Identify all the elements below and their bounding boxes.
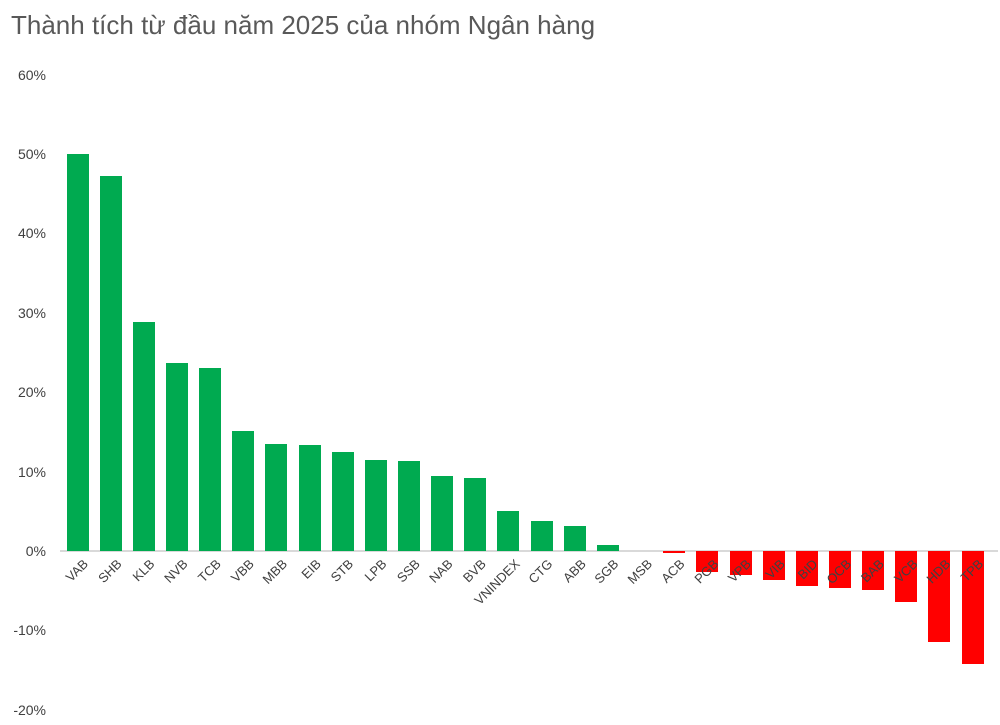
bar-vab <box>66 154 89 551</box>
x-tick-label-nvb: NVB <box>161 556 191 586</box>
bar-ocb <box>828 551 851 588</box>
chart-title: Thành tích từ đầu năm 2025 của nhóm Ngân… <box>11 10 596 40</box>
bar-stb <box>331 451 354 551</box>
bar-nab <box>431 476 454 551</box>
bar-vpb <box>729 551 752 575</box>
bar-vbb <box>232 431 255 551</box>
x-axis-line <box>60 550 998 552</box>
y-tick-label-0: 0% <box>25 543 46 559</box>
x-tick-label-vab: VAB <box>63 556 92 585</box>
bar-nvb <box>165 362 188 551</box>
bar-vnindex <box>497 510 520 551</box>
bar-hdb <box>928 551 951 642</box>
x-tick-label-nab: NAB <box>426 556 457 586</box>
bar-shb <box>99 176 122 551</box>
x-tick-label-ssb: SSB <box>393 556 423 586</box>
x-tick-label-sgb: SGB <box>591 556 622 587</box>
x-tick-label-shb: SHB <box>95 556 125 586</box>
y-tick-label-50: 50% <box>17 146 46 162</box>
x-tick-label-mbb: MBB <box>259 556 291 587</box>
bar-klb <box>132 321 155 551</box>
x-tick-label-ctg: CTG <box>525 556 556 587</box>
x-tick-label-abb: ABB <box>559 556 589 586</box>
bar-tcb <box>199 368 222 551</box>
y-tick-label-60: 60% <box>17 66 46 83</box>
y-tick-label-40: 40% <box>17 225 46 242</box>
y-tick-label-30: 30% <box>17 304 46 321</box>
bar-sgb <box>596 544 619 551</box>
bar-vib <box>762 551 785 581</box>
x-tick-label-msb: MSB <box>624 556 655 587</box>
y-tick-label-10: 10% <box>17 463 46 480</box>
bar-lpb <box>364 459 387 551</box>
bar-mbb <box>265 443 288 551</box>
bar-bvb <box>464 477 487 551</box>
bar-ctg <box>530 520 553 551</box>
x-tick-label-stb: STB <box>328 556 357 585</box>
bar-bid <box>795 551 818 586</box>
x-tick-label-bvb: BVB <box>460 556 490 586</box>
bar-eib <box>298 444 321 551</box>
y-tick-label-20: 20% <box>17 384 46 401</box>
x-tick-label-eib: EIB <box>298 556 324 582</box>
y-tick-label--20: -20% <box>13 701 46 718</box>
bar-bab <box>862 551 885 590</box>
bar-ssb <box>398 461 420 551</box>
y-tick-label--10: -10% <box>13 622 46 639</box>
x-tick-label-vbb: VBB <box>228 556 258 586</box>
bar-pgb <box>696 551 719 573</box>
bar-tpb <box>961 551 984 664</box>
bar-vcb <box>895 551 918 602</box>
bar-abb <box>563 525 586 551</box>
x-tick-label-acb: ACB <box>658 556 689 586</box>
x-tick-label-klb: KLB <box>129 556 158 585</box>
x-tick-label-lpb: LPB <box>361 556 390 585</box>
bar-acb <box>663 551 686 554</box>
x-tick-label-tcb: TCB <box>195 556 225 586</box>
